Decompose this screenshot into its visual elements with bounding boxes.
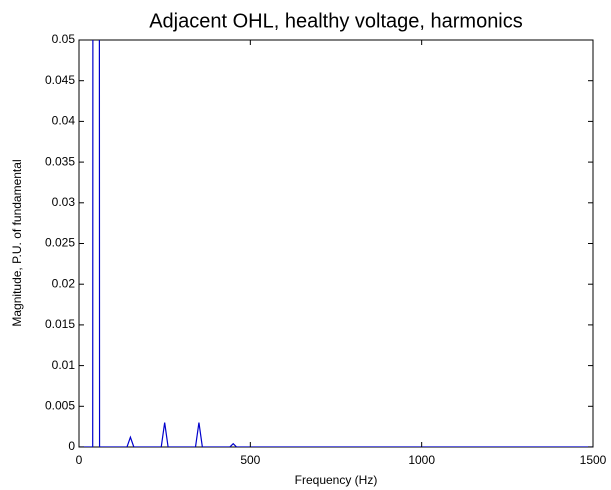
y-tick-label: 0.02 [52, 276, 76, 290]
y-tick-label: 0 [68, 439, 75, 453]
chart-title: Adjacent OHL, healthy voltage, harmonics [149, 10, 523, 32]
y-tick-label: 0.03 [52, 195, 76, 209]
y-tick-label: 0.04 [52, 114, 76, 128]
y-axis-label: Magnitude, P.U. of fundamental [10, 159, 24, 326]
line-series [79, 40, 593, 447]
y-tick-label: 0.035 [45, 154, 75, 168]
y-tick-label: 0.015 [45, 317, 75, 331]
x-tick-label: 0 [76, 453, 83, 467]
x-tick-label: 1500 [580, 453, 607, 467]
y-tick-label: 0.045 [45, 73, 75, 87]
plot-area [78, 39, 594, 448]
y-tick-label: 0.01 [52, 358, 76, 372]
y-tick-label: 0.005 [45, 398, 75, 412]
x-axis-label: Frequency (Hz) [295, 473, 378, 487]
y-tick-label: 0.05 [52, 32, 76, 46]
y-tick-label: 0.025 [45, 236, 75, 250]
x-tick-label: 1000 [408, 453, 435, 467]
plot-layer [79, 40, 593, 447]
x-tick-label: 500 [240, 453, 260, 467]
